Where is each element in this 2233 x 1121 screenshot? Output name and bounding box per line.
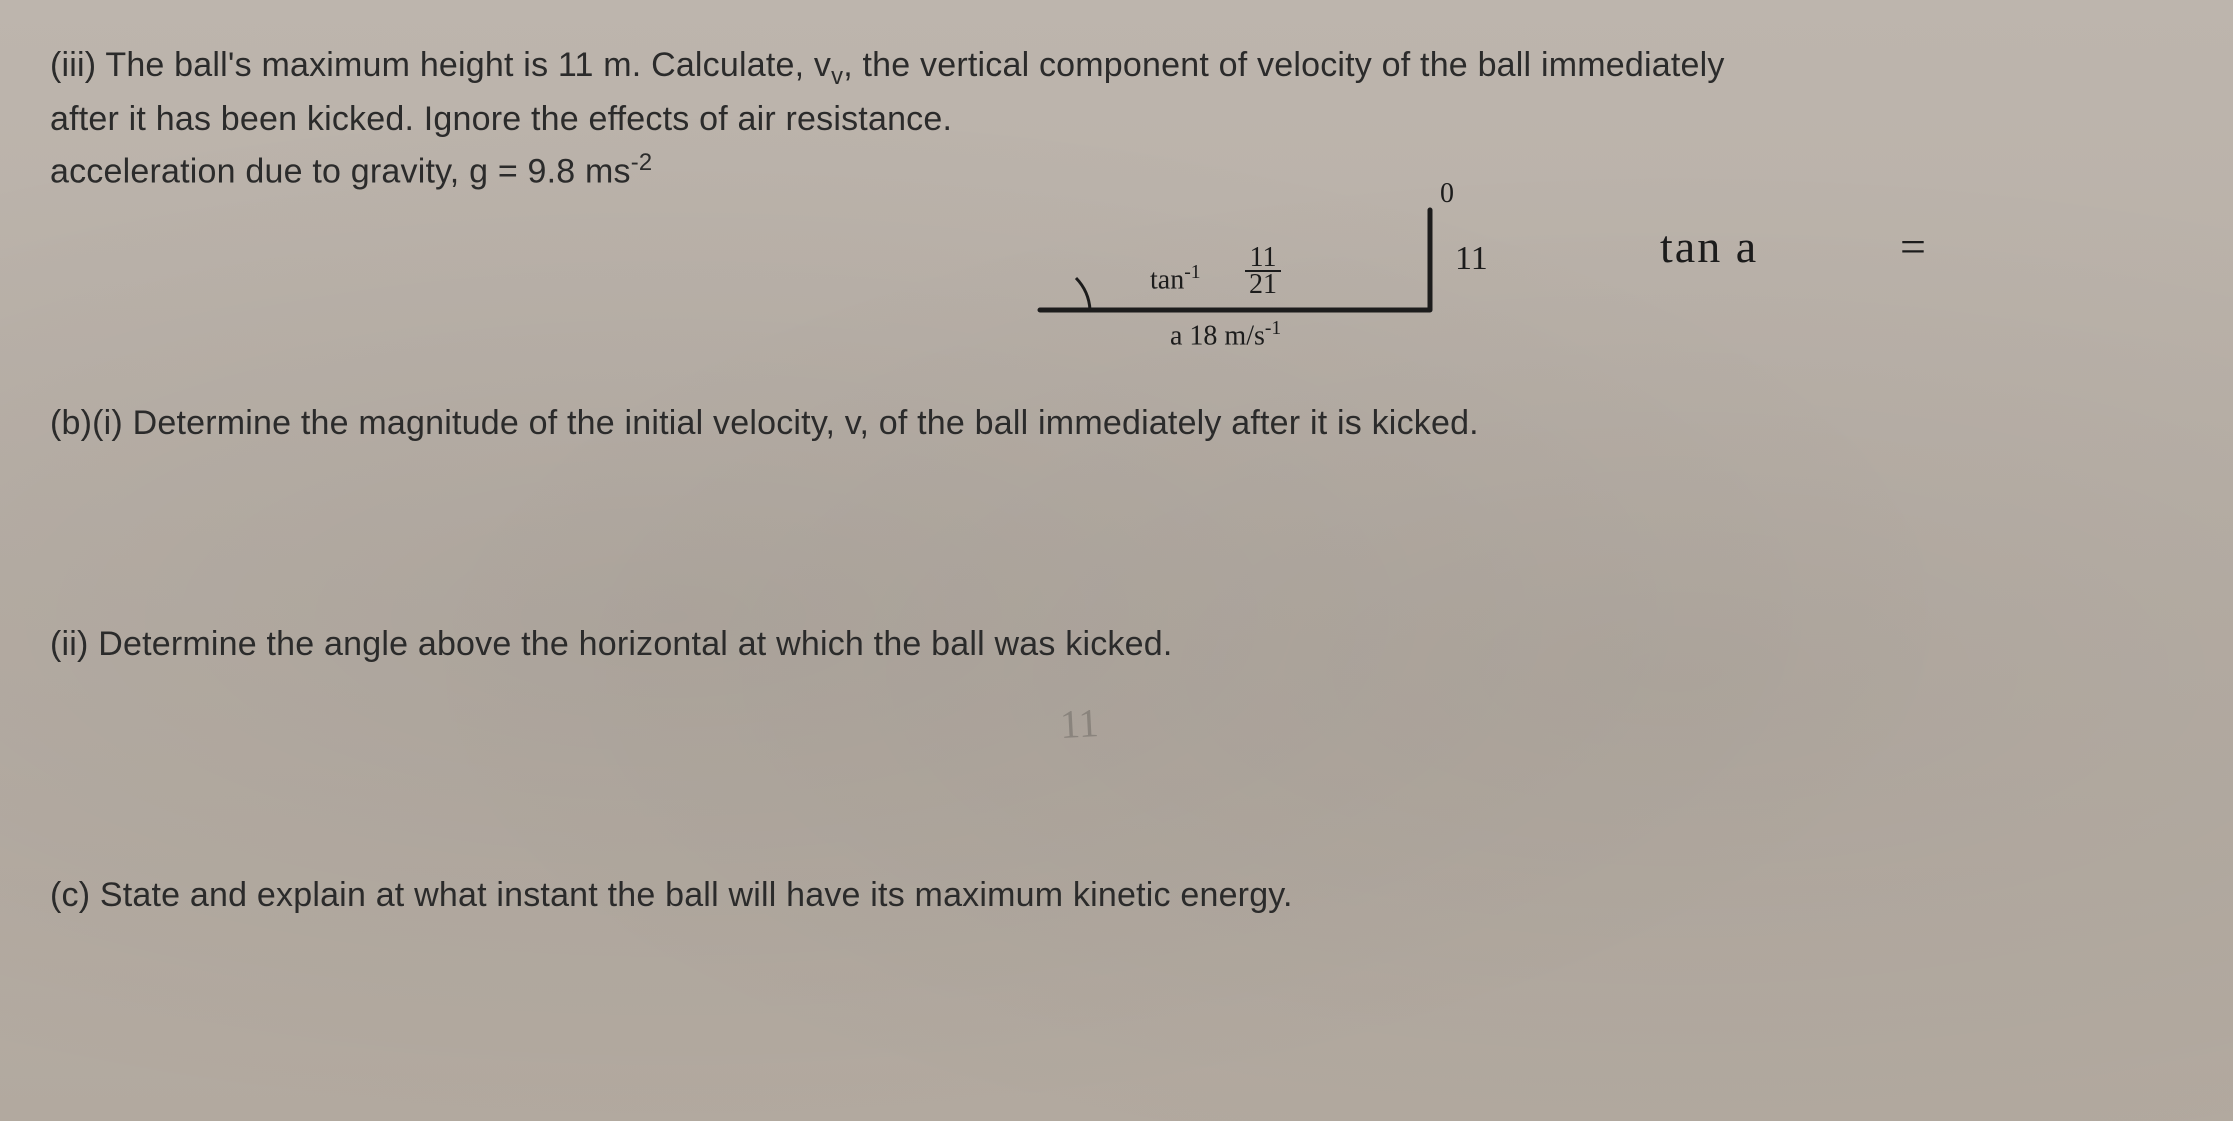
- q-label: (c): [50, 876, 90, 914]
- q-text-part2: after it has been kicked. Ignore the eff…: [50, 100, 952, 138]
- q-text: State and explain at what instant the ba…: [90, 876, 1292, 914]
- q-label: (ii): [50, 625, 89, 663]
- hw-frac-bot: 21: [1245, 272, 1281, 297]
- hw-eleven-side: 11: [1455, 240, 1488, 278]
- q-label: (iii): [50, 46, 96, 84]
- question-c: (c) State and explain at what instant th…: [50, 870, 2183, 921]
- handwritten-sketch: 0 11 tan-1 11 21 a 18 m/s-1 tan a =: [1020, 200, 2120, 370]
- hw-tan-inv-sup: -1: [1184, 262, 1200, 283]
- q-text: Determine the angle above the horizontal…: [89, 625, 1173, 663]
- question-a-iii: (iii) The ball's maximum height is 11 m.…: [50, 40, 2183, 198]
- q-text: Determine the magnitude of the initial v…: [123, 404, 1479, 442]
- triangle-svg: [1020, 200, 1450, 360]
- q-text-part1-tail: , the vertical component of velocity of …: [843, 46, 1724, 84]
- stray-mark-1: 11: [1059, 699, 1100, 748]
- q-text-part3: acceleration due to gravity, g = 9.8 ms: [50, 153, 631, 191]
- question-b-ii: (ii) Determine the angle above the horiz…: [50, 619, 2183, 670]
- q-sub-v: v: [831, 63, 843, 90]
- q-text-part1: The ball's maximum height is 11 m. Calcu…: [96, 46, 831, 84]
- hw-equals: =: [1900, 220, 1926, 273]
- question-b-i: (b)(i) Determine the magnitude of the in…: [50, 398, 2183, 449]
- hw-base-label-sup: -1: [1265, 318, 1281, 339]
- hw-base-label-text: a 18 m/s: [1170, 320, 1265, 351]
- hw-tan-inv-text: tan: [1150, 264, 1184, 295]
- hw-base-label: a 18 m/s-1: [1170, 318, 1281, 352]
- hw-tan-inv: tan-1: [1150, 262, 1201, 296]
- angle-arc: [1076, 278, 1090, 310]
- hw-frac: 11 21: [1245, 245, 1281, 297]
- hw-frac-top: 11: [1245, 245, 1281, 272]
- q-label: (b)(i): [50, 404, 123, 442]
- triangle-shape: [1040, 210, 1430, 310]
- q-sup-ms: -2: [631, 149, 653, 176]
- hw-tan-a: tan a: [1660, 220, 1758, 273]
